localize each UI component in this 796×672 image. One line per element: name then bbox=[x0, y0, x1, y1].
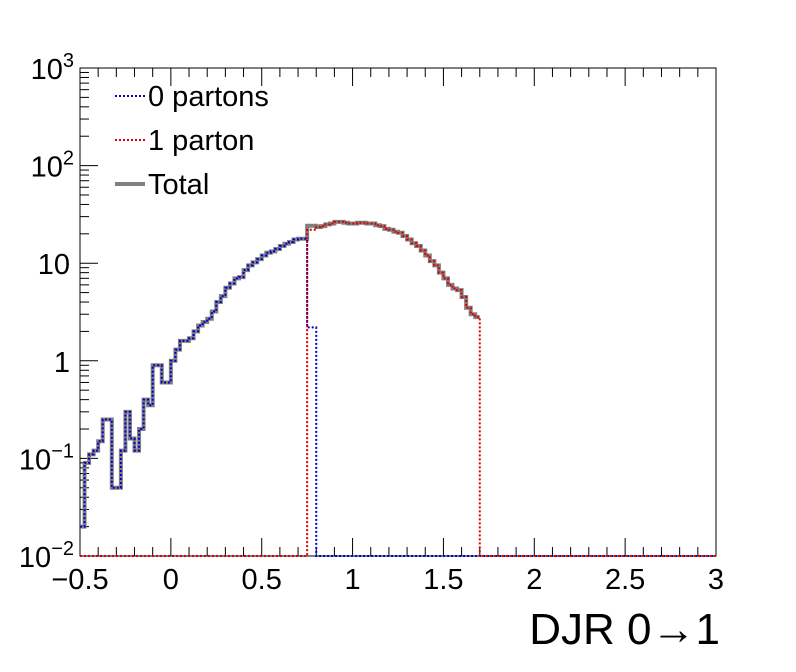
x-tick-label: −0.5 bbox=[51, 564, 108, 596]
y-tick-label: 1 bbox=[54, 347, 70, 379]
series-line-0-partons bbox=[80, 237, 716, 557]
y-tick-label: 103 bbox=[31, 50, 74, 86]
series-line-total bbox=[80, 219, 480, 529]
legend-label: 0 partons bbox=[148, 81, 269, 113]
series-line-1-parton bbox=[80, 220, 716, 557]
x-tick-label: 2 bbox=[526, 564, 542, 596]
x-tick-label: 1 bbox=[345, 564, 361, 596]
y-tick-label: 10−1 bbox=[19, 440, 74, 476]
x-tick-label: 3 bbox=[708, 564, 724, 596]
x-tick-label: 0 bbox=[163, 564, 179, 596]
x-tick-label: 1.5 bbox=[423, 564, 463, 596]
y-tick-label: 102 bbox=[31, 148, 74, 184]
x-axis-title: DJR 0→1 bbox=[529, 605, 720, 654]
plot-frame bbox=[79, 67, 717, 557]
x-tick-label: 0.5 bbox=[242, 564, 282, 596]
y-tick-label: 10−2 bbox=[19, 538, 74, 574]
tick-labels: −0.5 0 0.5 1 1.5 2 2.5 3 10−2 10−1 1 10 102 103 bbox=[19, 50, 724, 596]
plot-area bbox=[80, 219, 716, 557]
legend-label: 1 parton bbox=[148, 125, 254, 157]
x-tick-label: 2.5 bbox=[605, 564, 645, 596]
legend: 0 partons 1 parton Total bbox=[115, 81, 269, 201]
y-tick-label: 10 bbox=[38, 249, 70, 281]
legend-label: Total bbox=[148, 169, 209, 201]
